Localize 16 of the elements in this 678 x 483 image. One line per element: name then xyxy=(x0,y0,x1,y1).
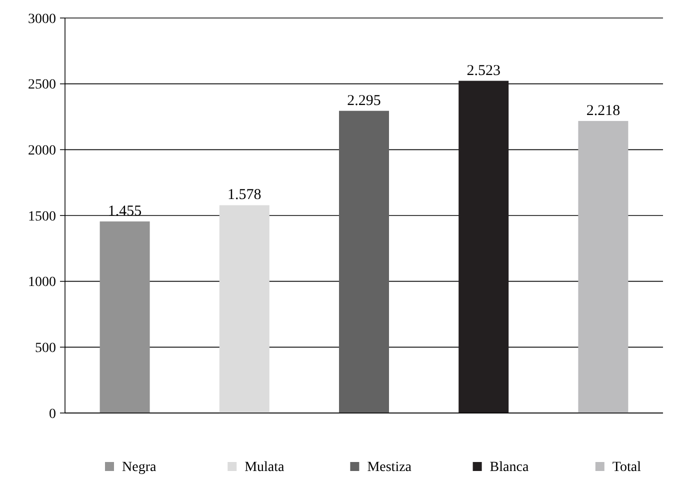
legend-label: Mulata xyxy=(244,460,286,475)
y-tick-label: 500 xyxy=(35,341,56,356)
y-tick-label: 1000 xyxy=(28,275,56,290)
data-label: 1.578 xyxy=(228,187,262,204)
y-tick-label: 1500 xyxy=(28,209,56,224)
data-label: 2.218 xyxy=(586,102,620,119)
y-tick-label: 2500 xyxy=(28,78,56,93)
y-tick-label: 3000 xyxy=(28,12,56,27)
legend-label: Blanca xyxy=(490,460,530,475)
legend-label: Negra xyxy=(122,460,157,475)
legend-label: Mestiza xyxy=(367,460,412,475)
data-label: 2.295 xyxy=(347,92,381,109)
y-tick-label: 0 xyxy=(49,406,56,422)
data-label: 2.523 xyxy=(466,62,500,79)
legend-label: Total xyxy=(612,460,642,475)
y-tick-label: 2000 xyxy=(28,144,56,159)
